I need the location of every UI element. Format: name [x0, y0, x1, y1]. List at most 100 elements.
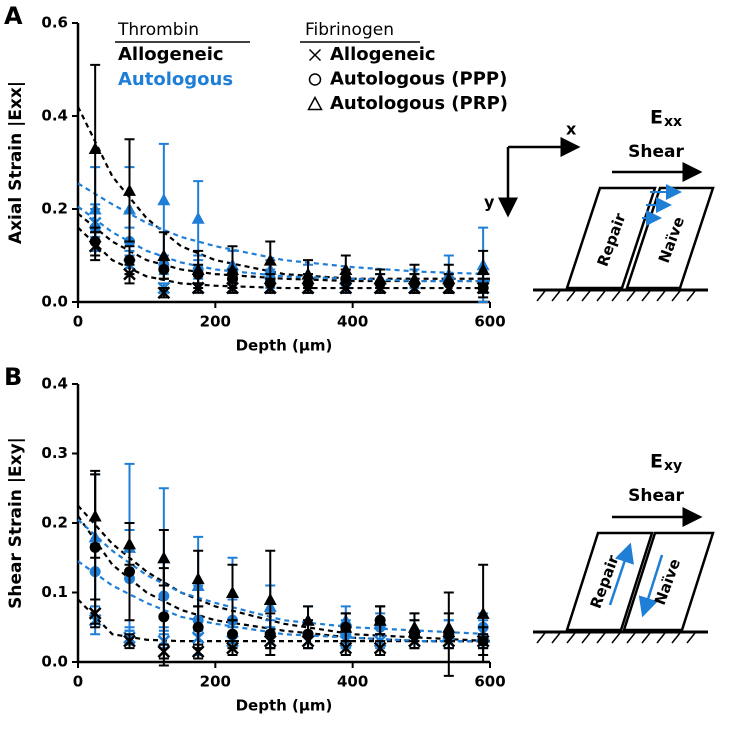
fit-curve — [77, 106, 490, 280]
x-tick-label: 600 — [474, 313, 505, 331]
data-point — [263, 281, 277, 295]
diagram-a — [498, 137, 715, 302]
data-point — [191, 281, 205, 295]
data-point — [408, 281, 421, 295]
data-point — [88, 606, 102, 620]
data-point — [157, 645, 171, 658]
data-point — [124, 254, 135, 266]
y-tick-label: 0.6 — [41, 14, 68, 32]
diagram-b — [533, 507, 715, 644]
x-tick-label: 200 — [200, 313, 231, 331]
legend-key — [307, 95, 323, 111]
data-point — [158, 263, 170, 275]
data-point — [123, 267, 136, 281]
legend-key — [308, 73, 322, 86]
data-point — [88, 142, 102, 155]
fit-curve — [77, 205, 490, 283]
fit-curve — [77, 182, 491, 276]
legend-entry: Allogeneic — [330, 44, 436, 65]
legend-entry: Autologous — [118, 69, 233, 90]
data-point — [227, 628, 238, 640]
data-point — [476, 262, 490, 275]
data-point — [340, 621, 352, 633]
legend-entry: Autologous (PRP) — [330, 93, 508, 114]
fit-curve — [77, 504, 491, 643]
data-point — [123, 183, 136, 196]
y-tick-label: 0.0 — [41, 293, 68, 311]
data-point — [192, 268, 204, 280]
diagram-subscript: xx — [664, 114, 682, 130]
y-axis-title: Shear Strain |Exy| — [6, 437, 26, 609]
data-point — [374, 614, 386, 626]
data-point — [442, 281, 456, 295]
data-point — [226, 641, 239, 655]
legend-title: Fibrinogen — [305, 20, 394, 40]
repair-label: Repair — [594, 210, 630, 269]
data-point — [227, 273, 238, 285]
fit-curve — [77, 598, 490, 643]
y-tick-label: 0.1 — [41, 583, 68, 601]
data-point — [476, 281, 490, 295]
x-tick-label: 400 — [337, 673, 368, 691]
data-point — [476, 606, 490, 619]
data-point — [442, 634, 456, 648]
data-point — [192, 621, 204, 633]
x-axis-title: Depth (μm) — [236, 337, 333, 355]
data-point — [340, 273, 352, 285]
x-tick-label: 400 — [337, 313, 368, 331]
data-point — [263, 592, 277, 605]
legend-entry: Autologous (PPP) — [330, 69, 507, 90]
y-tick-label: 0.2 — [41, 514, 68, 532]
y-axis-title: Axial Strain |Exx| — [6, 81, 26, 244]
naive-label: Naïve — [651, 556, 684, 607]
legend-key — [308, 48, 322, 62]
fit-curve — [77, 226, 490, 290]
data-point — [157, 193, 171, 206]
x-tick-label: 200 — [200, 673, 231, 691]
data-point — [157, 286, 171, 300]
x-tick-label: 0 — [73, 313, 83, 331]
data-point — [373, 281, 387, 295]
data-point — [263, 253, 277, 266]
diagram-subscript: xy — [664, 458, 682, 474]
fit-curve — [77, 560, 490, 643]
panel-label: A — [4, 2, 23, 30]
diagram-symbol: E — [650, 107, 663, 129]
fit-curve — [77, 515, 490, 643]
y-tick-label: 0.2 — [41, 200, 68, 218]
data-point — [157, 249, 171, 261]
x-axis-title: Depth (μm) — [236, 697, 333, 715]
x-tick-label: 600 — [474, 673, 505, 691]
x-tick-label: 0 — [73, 673, 83, 691]
data-point — [226, 586, 239, 598]
data-point — [123, 634, 136, 648]
axis-x-label: x — [566, 120, 577, 139]
data-point — [158, 611, 170, 623]
shear-label: Shear — [628, 486, 684, 506]
shear-label: Shear — [628, 142, 684, 162]
y-tick-label: 0.3 — [41, 444, 68, 462]
data-point — [339, 281, 353, 295]
data-point — [301, 281, 315, 295]
axis-y-label: y — [484, 193, 495, 212]
legend-title: Thrombin — [117, 20, 199, 40]
data-point — [373, 641, 387, 655]
data-point — [191, 645, 205, 658]
data-point — [226, 281, 239, 295]
data-point — [408, 634, 421, 648]
y-tick-label: 0.4 — [41, 107, 68, 125]
data-point — [301, 634, 315, 648]
data-point — [191, 572, 205, 585]
data-point — [339, 641, 353, 655]
data-point — [263, 634, 277, 648]
data-point — [476, 634, 490, 648]
panel-label: B — [4, 363, 22, 391]
y-tick-label: 0.4 — [41, 375, 68, 393]
diagram-symbol: E — [650, 451, 663, 473]
fit-curve — [77, 518, 491, 636]
data-point — [157, 551, 171, 564]
naive-label: Naïve — [655, 214, 688, 265]
data-point — [124, 566, 135, 578]
data-point — [89, 541, 101, 553]
